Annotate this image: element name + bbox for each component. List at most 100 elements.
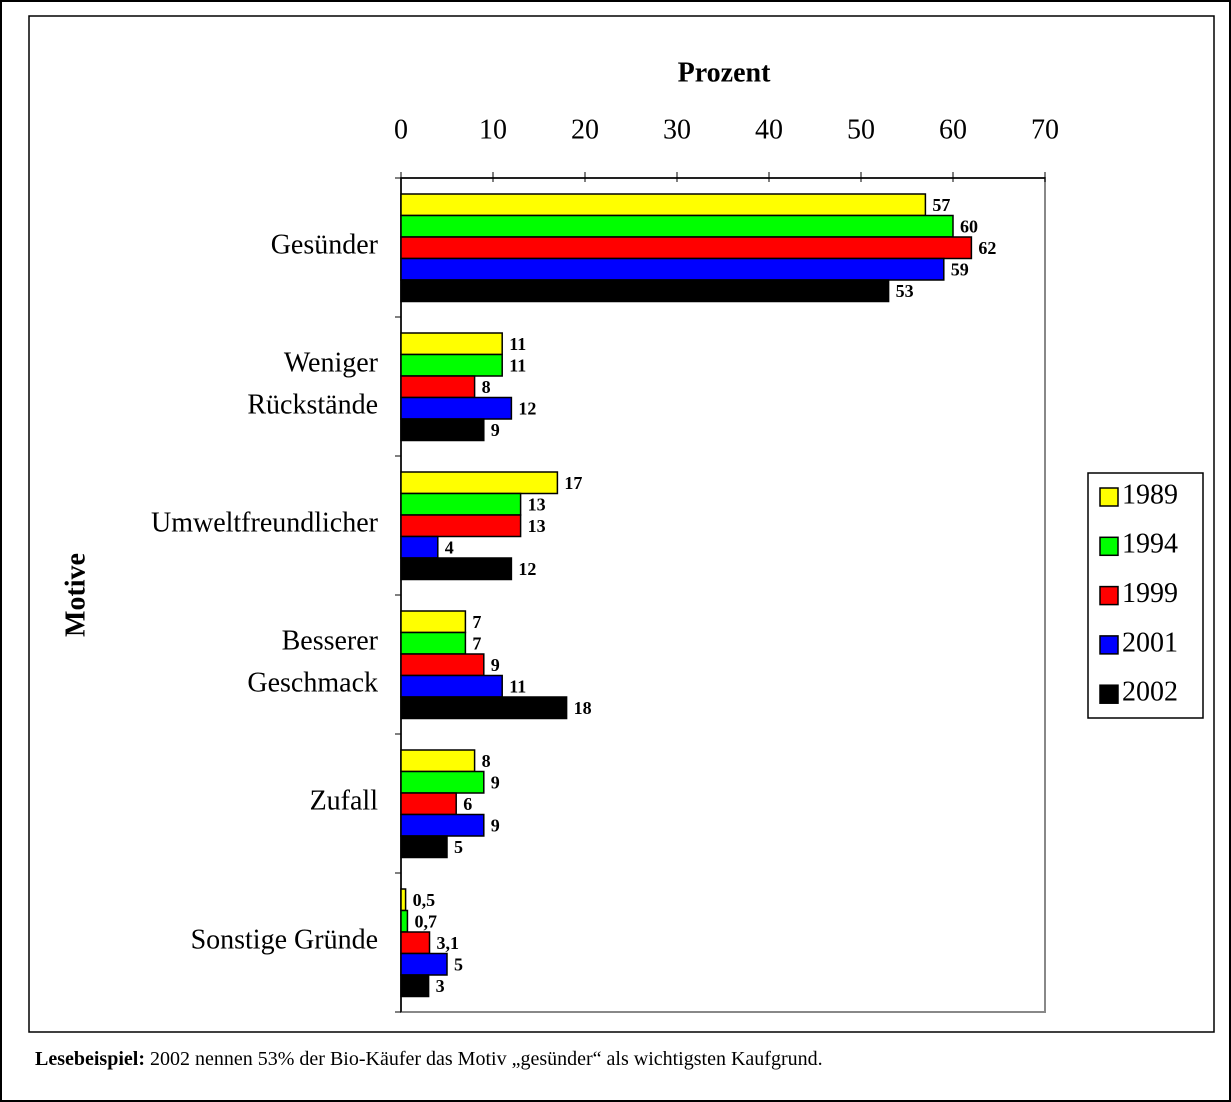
value-label: 9	[491, 655, 500, 675]
value-label: 8	[482, 377, 491, 397]
x-tick-label: 40	[755, 114, 783, 145]
bar	[400, 974, 430, 998]
x-tick-label: 10	[479, 114, 507, 145]
y-tick-label: Besserer Geschmack	[247, 626, 378, 699]
bar	[400, 332, 503, 356]
legend-swatch	[1099, 536, 1119, 557]
chart-border	[28, 15, 1215, 1033]
value-label: 11	[509, 355, 526, 375]
footnote-label: Lesebeispiel:	[35, 1048, 145, 1070]
value-label: 0,7	[414, 911, 437, 931]
value-label: 5	[454, 837, 463, 857]
y-tick-line: Weniger	[284, 348, 379, 379]
x-tick-label: 0	[394, 114, 408, 145]
bar	[400, 257, 945, 281]
value-label: 12	[518, 398, 536, 418]
value-label: 6	[463, 794, 472, 814]
bar	[400, 214, 954, 238]
bar	[400, 749, 476, 773]
legend-label: 1989	[1122, 479, 1178, 510]
bar	[400, 631, 467, 655]
bar	[400, 952, 448, 976]
value-label: 9	[491, 420, 500, 440]
bar	[400, 674, 503, 698]
legend-swatch	[1099, 487, 1119, 507]
y-tick-line: Geschmack	[247, 668, 378, 699]
y-tick-label: Weniger Rückstände	[247, 348, 378, 421]
bar	[400, 835, 448, 859]
value-label: 0,5	[413, 890, 436, 910]
value-label: 11	[509, 334, 526, 354]
value-label: 62	[978, 238, 996, 258]
value-label: 7	[472, 633, 481, 653]
y-tick-line: Gesünder	[271, 230, 379, 261]
value-label: 13	[528, 516, 546, 536]
value-label: 3	[436, 976, 445, 996]
x-tick-label: 60	[939, 114, 967, 145]
y-tick-label: Sonstige Gründe	[191, 925, 378, 956]
y-tick-label: Zufall	[310, 786, 379, 817]
legend-swatch	[1099, 635, 1119, 655]
bar	[400, 653, 485, 677]
y-tick-label: Umweltfreundlicher	[151, 508, 379, 539]
x-tick-label: 30	[663, 114, 691, 145]
bar	[400, 770, 485, 794]
y-tick-line: Rückstände	[247, 390, 378, 421]
y-tick-line: Besserer	[282, 626, 379, 657]
bar	[400, 396, 513, 420]
plot-area	[400, 177, 1046, 1013]
value-label: 4	[445, 537, 454, 557]
value-label: 57	[932, 195, 950, 215]
bar	[400, 888, 407, 912]
value-label: 13	[528, 494, 546, 514]
legend-label: 2001	[1122, 627, 1178, 658]
bar	[400, 931, 431, 955]
value-label: 12	[518, 559, 536, 579]
legend-label: 1994	[1122, 529, 1178, 560]
y-tick-line: Zufall	[310, 786, 379, 817]
footnote: Lesebeispiel: 2002 nennen 53% der Bio-Kä…	[35, 1048, 823, 1070]
bar	[400, 909, 409, 933]
bar	[400, 375, 476, 399]
x-tick-label: 70	[1031, 114, 1059, 145]
value-label: 18	[574, 698, 592, 718]
bar	[400, 418, 485, 442]
value-label: 3,1	[437, 933, 460, 953]
value-label: 9	[491, 772, 500, 792]
legend-label: 2002	[1122, 677, 1178, 708]
value-label: 60	[960, 216, 978, 236]
bar	[400, 514, 522, 538]
y-tick-label: Gesünder	[271, 230, 379, 261]
bar	[400, 557, 513, 581]
legend-swatch	[1099, 585, 1119, 606]
bar	[400, 696, 568, 720]
value-label: 11	[509, 676, 526, 696]
value-label: 8	[482, 751, 491, 771]
value-label: 7	[472, 612, 481, 632]
bar	[400, 193, 927, 217]
bar	[400, 610, 467, 634]
legend-swatch	[1099, 684, 1119, 704]
footnote-text: 2002 nennen 53% der Bio-Käufer das Motiv…	[145, 1048, 823, 1070]
bar	[400, 353, 503, 377]
bar	[400, 279, 890, 303]
y-axis-title: Motive	[60, 553, 91, 637]
x-tick-label: 50	[847, 114, 875, 145]
y-tick-line: Umweltfreundlicher	[151, 508, 379, 539]
bar	[400, 535, 439, 559]
value-label: 17	[564, 473, 582, 493]
bar	[400, 813, 485, 837]
value-label: 9	[491, 815, 500, 835]
bar	[400, 236, 973, 260]
value-label: 59	[951, 259, 969, 279]
value-label: 5	[454, 954, 463, 974]
bar	[400, 471, 559, 495]
x-tick-label: 20	[571, 114, 599, 145]
value-label: 53	[896, 281, 914, 301]
bar	[400, 492, 522, 516]
x-axis-title: Prozent	[678, 57, 771, 88]
y-tick-line: Sonstige Gründe	[191, 925, 378, 956]
